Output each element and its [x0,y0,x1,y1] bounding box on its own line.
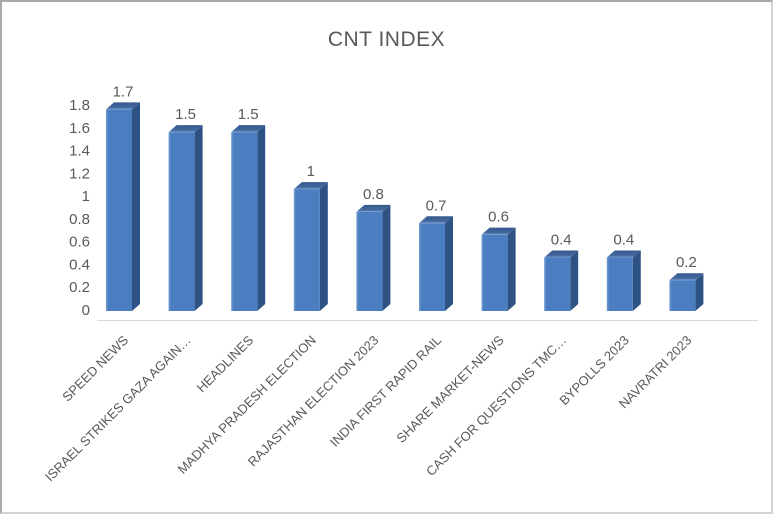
bar[interactable] [606,250,641,311]
x-axis-category-label: HEADLINES [194,332,257,395]
bar[interactable] [356,204,391,311]
bar-top-face [481,227,516,235]
chart-title[interactable]: CNT INDEX [327,28,446,51]
y-axis-tick-label: 0 [82,302,90,319]
bar-value-label: 0.2 [676,254,697,271]
bar[interactable] [481,227,516,311]
bar-top-face [106,102,140,110]
bar-side-face [132,102,140,311]
bar[interactable] [544,250,579,311]
x-axis-category-label: RAJASTHAN ELECTION 2023 [245,333,382,470]
bar-side-face [194,125,203,312]
y-axis-tick-label: 0.4 [69,256,90,273]
y-axis-tick-label: 1.2 [69,165,90,182]
x-axis-category-label: INDIA FIRST RAPID RAIL [327,333,444,450]
bar-top-face [669,273,704,281]
bar-value-label: 0.4 [551,231,572,248]
bar-top-face [168,125,203,133]
bar-side-face [257,125,266,312]
bar-side-face [382,204,391,311]
bar-front-face [168,132,195,311]
bar-side-face [445,216,453,311]
bar-value-label: 1.5 [175,106,196,123]
x-axis-category-label: SHARE MARKET-NEWS [393,332,506,445]
bar-value-label: 1.5 [238,106,259,123]
y-axis-tick-label: 0.8 [69,211,90,228]
x-axis-category-label: MADHYA PRADESH ELECTION [175,333,319,477]
bar[interactable] [168,125,203,312]
bar-value-label: 1 [307,163,315,180]
bar-side-face [695,273,704,311]
bar-top-face [231,125,266,133]
bar-front-face [544,257,571,311]
x-axis-category-label: CASH FOR QUESTIONS TMC… [423,333,569,479]
bar-top-face [606,250,641,258]
y-axis-tick-label: 1.4 [69,143,90,160]
bar[interactable] [231,125,266,312]
bar-front-face [231,132,258,311]
bar-front-face [419,223,445,311]
bar-value-label: 0.7 [426,197,447,214]
bar-front-face [293,189,320,311]
x-axis-category-label: SPEED NEWS [59,332,131,404]
bar-side-face [570,250,579,311]
y-axis-tick-label: 1.8 [69,97,90,114]
bar-top-face [356,204,391,212]
y-axis-tick-label: 0.6 [69,234,90,251]
bar-top-face [544,250,579,258]
bar-front-face [106,109,132,311]
bar-front-face [356,211,383,311]
bar-side-face [507,227,516,311]
y-axis-tick-label: 0.2 [69,279,90,296]
bar-top-face [419,216,453,224]
bar-side-face [632,250,641,311]
bar-side-face [319,182,328,311]
bar[interactable] [419,216,453,311]
bar[interactable] [293,182,328,311]
bar[interactable] [106,102,140,311]
bar-front-face [481,234,508,311]
bar[interactable] [669,273,704,311]
bar-value-label: 0.8 [363,186,384,203]
bar-top-face [293,182,328,190]
bar-front-face [669,280,696,311]
y-axis-tick-label: 1.6 [69,120,90,137]
y-axis: 1.8 1.6 1.4 1.2 1 0.8 0.6 0.4 0.2 0 [69,97,90,319]
y-axis-tick-label: 1 [82,188,90,205]
bar-value-label: 0.6 [488,209,509,226]
bar-value-label: 1.7 [113,83,134,100]
bar-front-face [606,257,633,311]
bar-value-label: 0.4 [613,231,634,248]
